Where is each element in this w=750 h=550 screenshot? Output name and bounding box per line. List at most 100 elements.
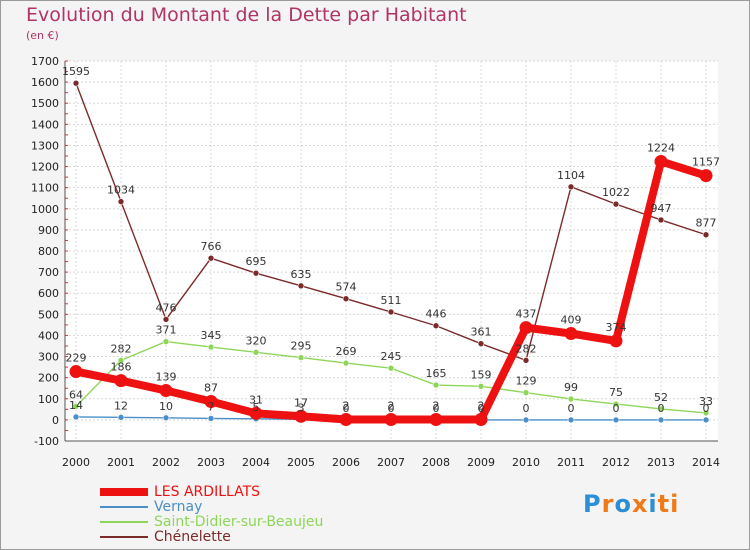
data-point-saint-didier-sur-beaujeu: [72, 403, 80, 410]
data-point-saint-didier-sur-beaujeu: [387, 364, 395, 372]
data-label-vernay: 0: [388, 402, 395, 415]
logo-letter: P: [583, 490, 602, 518]
data-label-saint-didier-sur-beaujeu: 75: [609, 386, 623, 399]
y-tick-label: 900: [38, 224, 59, 237]
chart-subtitle: (en €): [26, 29, 59, 42]
data-label-chenelette: 766: [201, 240, 222, 253]
data-point-saint-didier-sur-beaujeu: [342, 359, 350, 367]
data-point-les-ardillats: [474, 412, 488, 426]
data-point-les-ardillats: [699, 169, 713, 183]
data-label-chenelette: 1034: [107, 184, 135, 197]
data-point-chenelette: [657, 216, 665, 224]
data-label-saint-didier-sur-beaujeu: 245: [381, 350, 402, 363]
data-label-les-ardillats: 31: [249, 393, 263, 406]
data-label-chenelette: 1595: [62, 65, 90, 78]
data-label-chenelette: 1022: [602, 186, 630, 199]
y-tick-label: -100: [34, 435, 59, 448]
data-point-chenelette: [432, 322, 440, 330]
data-point-chenelette: [477, 340, 485, 347]
x-tick-label: 2001: [107, 456, 135, 469]
data-point-chenelette: [342, 295, 350, 303]
legend-swatch: [100, 520, 148, 523]
data-point-vernay: [522, 416, 530, 424]
data-label-les-ardillats: 87: [204, 382, 218, 395]
legend: LES ARDILLATS Vernay Saint-Didier-sur-Beau…: [100, 483, 324, 545]
data-point-vernay: [117, 414, 125, 421]
legend-label: LES ARDILLATS: [154, 483, 261, 500]
x-tick-label: 2008: [422, 456, 450, 469]
y-tick-label: 1600: [31, 76, 59, 89]
data-label-saint-didier-sur-beaujeu: 165: [426, 367, 447, 380]
data-label-vernay: 10: [159, 400, 173, 413]
x-tick-label: 2014: [692, 456, 720, 469]
logo-letter: o: [614, 490, 632, 518]
data-label-saint-didier-sur-beaujeu: 99: [564, 381, 578, 394]
data-label-vernay: 0: [523, 402, 530, 415]
logo-letter: t: [657, 490, 671, 518]
data-label-saint-didier-sur-beaujeu: 33: [699, 395, 713, 408]
data-point-saint-didier-sur-beaujeu: [117, 357, 125, 364]
data-label-les-ardillats: 139: [156, 371, 177, 384]
data-label-les-ardillats: 1157: [692, 156, 720, 169]
data-label-chenelette: 574: [336, 281, 357, 294]
y-tick-label: 600: [38, 287, 59, 300]
y-tick-label: 700: [38, 266, 59, 279]
data-point-vernay: [207, 415, 215, 422]
proxiti-logo: Proxiti: [583, 490, 679, 518]
data-point-les-ardillats: [384, 412, 398, 426]
data-point-saint-didier-sur-beaujeu: [522, 389, 530, 396]
logo-letter: i: [648, 490, 658, 518]
data-label-saint-didier-sur-beaujeu: 320: [246, 334, 267, 347]
data-point-saint-didier-sur-beaujeu: [567, 395, 575, 403]
logo-letter: r: [601, 490, 615, 518]
data-label-vernay: 12: [114, 399, 128, 412]
data-label-vernay: 0: [568, 402, 575, 415]
data-point-chenelette: [612, 200, 620, 208]
data-label-chenelette: 511: [381, 294, 402, 307]
data-label-chenelette: 947: [651, 202, 672, 215]
data-label-vernay: 0: [703, 402, 710, 415]
data-point-saint-didier-sur-beaujeu: [252, 349, 260, 356]
data-point-chenelette: [117, 198, 125, 205]
data-label-les-ardillats: 186: [111, 361, 132, 374]
legend-label: Saint-Didier-sur-Beaujeu: [154, 513, 324, 530]
data-point-saint-didier-sur-beaujeu: [432, 381, 440, 389]
data-point-chenelette: [702, 231, 710, 239]
x-tick-label: 2003: [197, 456, 225, 469]
data-point-les-ardillats: [249, 406, 263, 420]
y-tick-label: 1500: [31, 97, 59, 110]
data-label-les-ardillats: 17: [294, 396, 308, 409]
data-label-saint-didier-sur-beaujeu: 52: [654, 391, 668, 404]
data-label-les-ardillats: 374: [606, 321, 627, 334]
y-tick-label: 1200: [31, 161, 59, 174]
legend-label: Chénelette: [154, 528, 231, 545]
data-point-chenelette: [72, 79, 80, 87]
y-tick-label: 500: [38, 308, 59, 321]
data-point-vernay: [567, 416, 575, 424]
y-tick-label: 1000: [31, 203, 59, 216]
legend-item: LES ARDILLATS: [100, 483, 323, 500]
data-label-saint-didier-sur-beaujeu: 159: [471, 368, 492, 381]
data-point-les-ardillats: [69, 365, 83, 379]
data-point-les-ardillats: [429, 412, 443, 426]
data-label-saint-didier-sur-beaujeu: 269: [336, 345, 357, 358]
x-tick-label: 2013: [647, 456, 675, 469]
data-label-saint-didier-sur-beaujeu: 64: [69, 388, 83, 401]
legend-swatch: [100, 535, 148, 538]
x-tick-label: 2002: [152, 456, 180, 469]
data-label-saint-didier-sur-beaujeu: 295: [291, 340, 312, 353]
data-label-vernay: 0: [478, 402, 485, 415]
data-label-chenelette: 282: [516, 342, 537, 355]
x-tick-label: 2012: [602, 456, 630, 469]
data-point-saint-didier-sur-beaujeu: [612, 400, 620, 408]
y-tick-label: 0: [52, 414, 59, 427]
logo-letter: i: [670, 490, 680, 518]
data-label-saint-didier-sur-beaujeu: 282: [111, 342, 132, 355]
logo-letter: x: [631, 490, 649, 518]
data-label-les-ardillats: 2: [343, 399, 350, 412]
y-tick-label: 100: [38, 393, 59, 406]
x-tick-label: 2010: [512, 456, 540, 469]
data-label-saint-didier-sur-beaujeu: 371: [156, 324, 177, 337]
y-tick-label: 1700: [31, 55, 59, 68]
data-point-les-ardillats: [294, 409, 308, 423]
